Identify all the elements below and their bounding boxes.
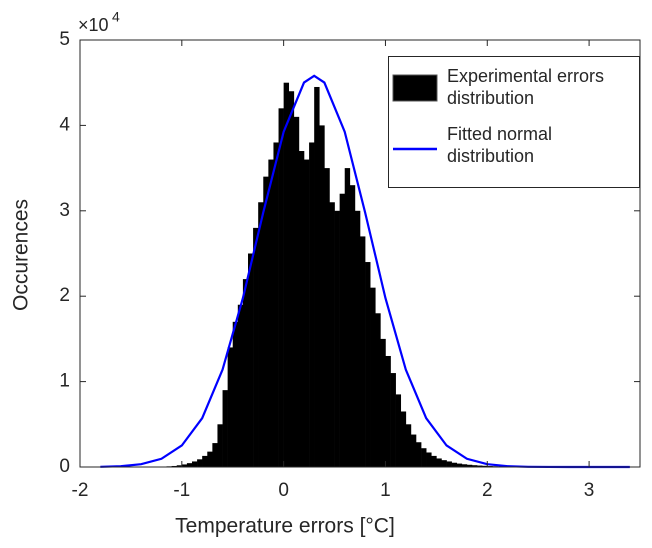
histogram-bar <box>477 465 483 467</box>
histogram-bar <box>324 168 330 467</box>
legend-label: Fitted normal distribution <box>447 124 553 166</box>
histogram-bar <box>309 142 315 468</box>
histogram-bar <box>329 202 335 467</box>
histogram-bar <box>192 461 198 467</box>
histogram-bar <box>426 452 432 467</box>
legend-swatch <box>392 74 438 102</box>
y-axis-label: Occurences <box>10 199 33 311</box>
histogram-bar <box>472 465 478 467</box>
legend: Experimental errors distribution Fitted … <box>388 56 640 188</box>
histogram-bar <box>482 465 488 467</box>
histogram-bar <box>456 463 463 467</box>
histogram-bar <box>176 465 183 467</box>
histogram-bar <box>314 86 320 467</box>
histogram-bar <box>344 168 351 467</box>
histogram-bar <box>365 262 371 467</box>
histogram-bar <box>410 434 417 467</box>
y-exponent: 4 <box>112 9 120 25</box>
histogram-bar <box>436 458 442 467</box>
histogram-bar <box>441 460 447 467</box>
histogram-bar <box>400 411 407 467</box>
histogram-bar <box>431 455 437 467</box>
histogram-bar <box>405 424 412 467</box>
y-exponent-base: ×10 <box>78 15 109 35</box>
histogram-bar <box>354 210 361 468</box>
axes-box <box>79 39 641 468</box>
histogram-bar <box>258 202 264 467</box>
histogram-bar <box>278 108 284 467</box>
histogram-bar <box>395 394 402 467</box>
legend-label: Experimental errors distribution <box>447 66 605 108</box>
histogram-bar <box>171 465 178 467</box>
histogram-bar <box>212 443 218 467</box>
histogram-bar <box>380 338 386 467</box>
histogram-bar <box>242 279 249 467</box>
y-tick-label: 5 <box>59 29 70 50</box>
histogram-bar <box>466 464 473 467</box>
histogram-bar <box>293 116 300 468</box>
y-tick-label: 2 <box>59 285 70 306</box>
x-tick-label: -1 <box>173 480 190 501</box>
histogram-bar <box>207 451 213 467</box>
histogram-bar <box>268 159 274 467</box>
histogram-bar <box>375 313 381 467</box>
x-tick-label: 2 <box>482 480 493 501</box>
y-tick-label: 1 <box>59 371 70 392</box>
histogram-bar <box>273 142 279 468</box>
x-tick-label: 1 <box>380 480 391 501</box>
histogram-bar <box>416 442 422 467</box>
histogram-bar <box>237 304 244 467</box>
histogram-bar <box>288 91 295 468</box>
histogram-bar <box>283 82 290 467</box>
histogram-bar <box>181 464 188 467</box>
histogram-bar <box>298 151 305 467</box>
histogram-bar <box>186 463 193 467</box>
y-tick-label: 4 <box>59 114 70 135</box>
histogram-bar <box>385 355 391 467</box>
histogram-bar <box>263 176 269 467</box>
histogram-bar <box>451 462 458 467</box>
histogram-bar <box>227 347 234 467</box>
histogram-bar <box>222 390 228 467</box>
x-tick-label: -2 <box>72 480 89 501</box>
x-axis-label: Temperature errors [°C] <box>175 515 395 538</box>
x-tick-label: 3 <box>584 480 595 501</box>
legend-swatches <box>392 74 438 151</box>
histogram-bar <box>304 159 310 467</box>
histogram-bar <box>253 227 259 467</box>
y-tick-label: 0 <box>59 456 70 477</box>
histogram-bar <box>217 424 223 467</box>
histogram-bar <box>390 373 396 467</box>
histogram-bar <box>248 253 254 467</box>
histogram-bar <box>197 459 203 467</box>
y-tick-label: 3 <box>59 200 70 221</box>
histogram-bar <box>370 287 376 467</box>
histogram-bar <box>339 193 346 467</box>
histogram-bar <box>446 461 452 467</box>
histogram-bar <box>334 210 340 468</box>
histogram-bar <box>319 125 325 468</box>
histogram-bar <box>232 321 239 467</box>
x-tick-label: 0 <box>278 480 289 501</box>
histogram-bar <box>349 185 356 467</box>
histogram-bar <box>421 448 427 467</box>
histogram-bar <box>202 455 208 467</box>
histogram-bar <box>360 236 366 467</box>
histogram-bar <box>461 464 468 467</box>
